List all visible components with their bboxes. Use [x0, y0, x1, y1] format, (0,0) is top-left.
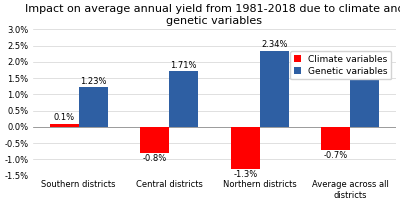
Bar — [169, 71, 198, 127]
Bar — [50, 124, 79, 127]
Bar — [321, 127, 350, 150]
Title: Impact on average annual yield from 1981-2018 due to climate and
genetic variabl: Impact on average annual yield from 1981… — [25, 4, 400, 26]
Text: -1.3%: -1.3% — [233, 170, 258, 179]
Text: 2.34%: 2.34% — [261, 40, 288, 50]
Bar — [260, 51, 289, 127]
Legend: Climate variables, Genetic variables: Climate variables, Genetic variables — [290, 51, 391, 79]
Text: -0.8%: -0.8% — [142, 154, 167, 163]
Bar — [231, 127, 260, 169]
Text: 0.1%: 0.1% — [54, 113, 75, 122]
Bar — [140, 127, 169, 153]
Text: 1.71%: 1.71% — [170, 61, 197, 70]
Text: 1.23%: 1.23% — [80, 76, 106, 85]
Bar — [350, 68, 379, 127]
Text: 1.8%: 1.8% — [354, 58, 376, 67]
Text: -0.7%: -0.7% — [324, 151, 348, 160]
Bar — [79, 87, 108, 127]
